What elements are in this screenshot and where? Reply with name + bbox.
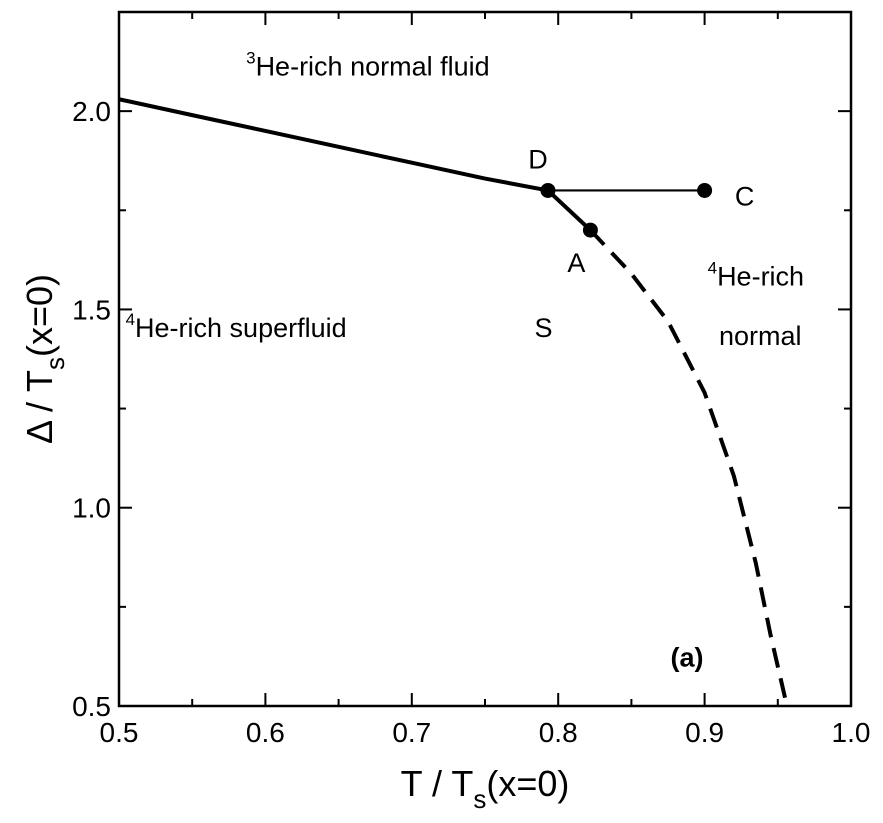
region-annotations: 3He-rich normal fluid 4He-rich superfluid… (126, 48, 804, 672)
x-tick-label: 0.5 (100, 717, 139, 748)
point-marker-d (540, 182, 556, 198)
axis-ticks (118, 11, 852, 707)
x-tick-label: 0.7 (392, 717, 431, 748)
region-label: 4He-rich (708, 259, 804, 292)
x-tick-label: 0.6 (246, 717, 285, 748)
point-marker-c (697, 182, 713, 198)
y-tick-label: 1.5 (72, 294, 111, 325)
isotope-superscript: 3 (246, 48, 255, 67)
region-label: S (535, 313, 553, 343)
region-label: 3He-rich normal fluid (246, 48, 490, 81)
x-tick-label: 1.0 (832, 717, 871, 748)
y-tick-label: 0.5 (72, 691, 111, 722)
y-tick-label: 2.0 (72, 96, 111, 127)
region-label: 4He-rich superfluid (126, 310, 347, 343)
phase-boundary-curves (118, 97, 788, 699)
point-label-d: D (528, 144, 548, 174)
region-label: normal (719, 321, 802, 351)
y-axis-label-subscript: s (40, 357, 70, 370)
critical-points: D A C (528, 144, 754, 278)
point-label-a: A (567, 248, 585, 278)
isotope-superscript: 4 (708, 259, 717, 278)
region-label: (a) (671, 642, 704, 672)
y-axis-label: Δ / Ts(x=0) (19, 274, 70, 444)
phase-boundary-line (546, 188, 592, 232)
tick-labels: 0.5 0.6 0.7 0.8 0.9 1.0 0.5 1.0 1.5 2.0 (72, 96, 870, 748)
point-label-c: C (735, 181, 755, 211)
x-axis-label-subscript: s (473, 784, 486, 814)
plot-frame (117, 10, 853, 708)
point-marker-a (582, 222, 598, 238)
isotope-superscript: 4 (126, 310, 135, 329)
phase-boundary-line (118, 97, 549, 193)
y-tick-label: 1.0 (72, 493, 111, 524)
x-tick-label: 0.8 (539, 717, 578, 748)
x-tick-label: 0.9 (685, 717, 724, 748)
x-axis-label: T / Ts(x=0) (401, 763, 570, 814)
phase-boundary-line (588, 228, 788, 699)
